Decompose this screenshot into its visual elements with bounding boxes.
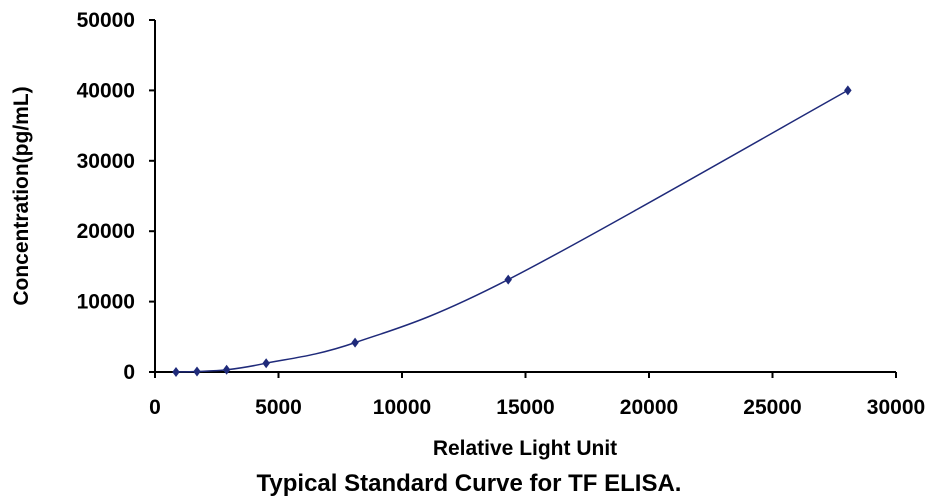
ticks: 0 5000 10000 15000 20000 25000 30000 0 10000 2000… — [77, 9, 926, 419]
data-point — [262, 358, 270, 369]
chart-caption: Typical Standard Curve for TF ELISA. — [256, 470, 682, 497]
x-tick-label: 25000 — [743, 396, 801, 419]
y-tick-label: 20000 — [77, 220, 135, 243]
data-point — [222, 364, 231, 375]
x-tick-label: 15000 — [496, 396, 554, 419]
curve-layer — [175, 89, 849, 373]
y-tick-label: 10000 — [77, 291, 135, 314]
y-tick-label: 0 — [123, 361, 135, 384]
data-point — [504, 274, 512, 285]
x-tick-label: 10000 — [373, 396, 431, 419]
x-tick-label: 30000 — [867, 396, 925, 419]
data-point — [844, 85, 852, 96]
y-tick-label: 50000 — [77, 9, 135, 32]
x-tick-label: 0 — [149, 396, 161, 419]
standard-curve-chart: 0 5000 10000 15000 20000 25000 30000 0 10000 2000… — [10, 9, 926, 460]
x-tick-label: 5000 — [255, 396, 302, 419]
marker-layer — [172, 85, 852, 377]
data-point — [351, 337, 359, 348]
axes — [154, 20, 896, 373]
y-axis-label: Concentration(pg/mL) — [10, 86, 33, 305]
data-point — [172, 367, 180, 377]
fitted-curve — [175, 89, 849, 373]
x-axis-label: Relative Light Unit — [433, 437, 617, 460]
data-point — [193, 366, 201, 377]
y-tick-label: 30000 — [77, 150, 135, 173]
x-tick-label: 20000 — [620, 396, 678, 419]
y-tick-label: 40000 — [77, 79, 135, 102]
